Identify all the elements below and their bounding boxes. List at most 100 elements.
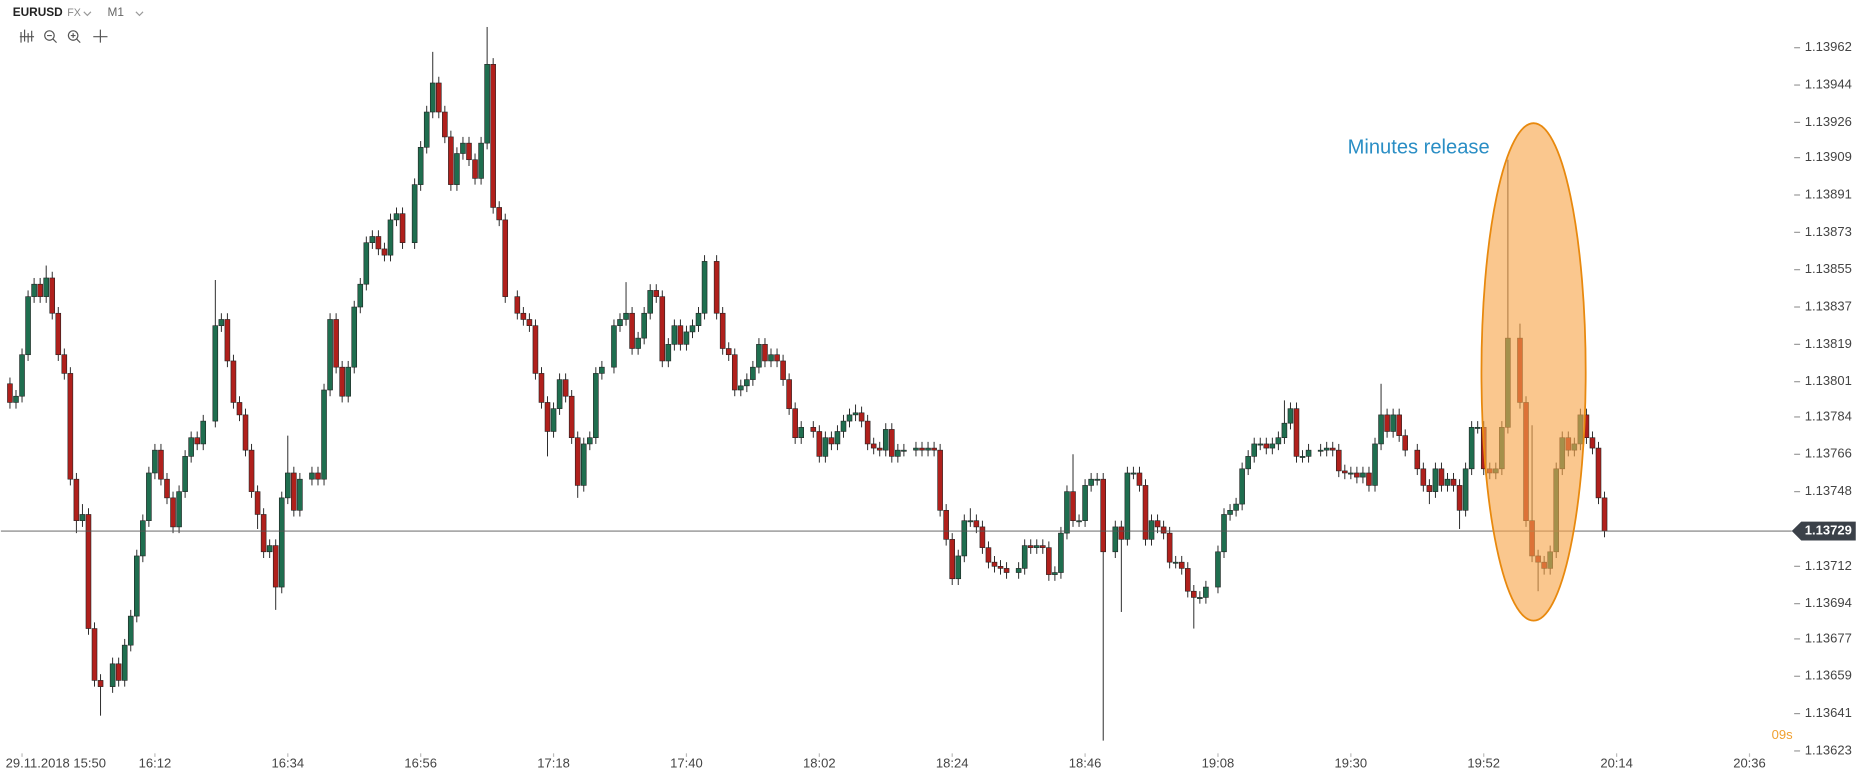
candle-body <box>852 412 859 416</box>
toolbar <box>19 29 108 44</box>
candle-body <box>248 449 255 492</box>
candle-body <box>870 443 877 449</box>
candle-body <box>272 545 279 588</box>
zoom-in-icon[interactable] <box>67 30 79 41</box>
market-caret[interactable] <box>83 11 92 17</box>
candle-body <box>1197 597 1203 599</box>
candle-body <box>1130 472 1137 475</box>
candle-body <box>43 277 49 297</box>
zoom-out-icon[interactable] <box>44 30 55 41</box>
candle-body <box>448 136 454 185</box>
candle-body <box>931 447 937 451</box>
candle-body <box>1076 520 1082 523</box>
indicators-icon[interactable] <box>19 29 35 43</box>
candle-body <box>514 296 521 314</box>
candle-body <box>901 449 907 452</box>
candle-body <box>97 680 104 687</box>
crosshair-icon[interactable] <box>93 29 108 43</box>
candle-body <box>822 437 829 457</box>
candle-body <box>1275 437 1282 445</box>
candle-body <box>1191 590 1197 598</box>
candle-body <box>67 373 74 480</box>
symbol[interactable]: EURUSD <box>13 5 63 19</box>
candle-body <box>1215 551 1221 588</box>
candle-body <box>454 153 460 185</box>
candle-body <box>85 514 92 629</box>
candle-body <box>1040 545 1046 548</box>
y-tick-label: 1.13891 <box>1805 186 1852 201</box>
candle-body <box>653 290 660 297</box>
candle-body <box>291 472 297 511</box>
candle-body <box>858 412 865 422</box>
timeframe[interactable]: M1 <box>107 5 123 19</box>
candle-body <box>442 111 448 138</box>
candle-body <box>1456 485 1463 511</box>
candle-body <box>73 478 80 521</box>
candle-body <box>496 207 502 221</box>
candle-body <box>37 283 43 297</box>
candle-body <box>665 344 672 362</box>
candle-body <box>792 408 798 438</box>
candle-body <box>635 337 641 349</box>
last-price-label: 1.13729 <box>1805 522 1852 537</box>
candle-body <box>1335 449 1342 472</box>
x-tick-label: 20:14 <box>1600 755 1633 770</box>
candle-body <box>230 360 237 403</box>
candle-body <box>719 312 726 349</box>
candle-body <box>1402 435 1408 451</box>
candle-body <box>750 366 756 380</box>
candle-body <box>7 383 13 403</box>
candle-body <box>1372 443 1378 486</box>
candle-body <box>121 644 128 681</box>
candle-body <box>1064 491 1070 534</box>
y-tick-label: 1.13659 <box>1805 668 1852 683</box>
candle-body <box>236 402 243 416</box>
timeframe-caret[interactable] <box>135 11 144 17</box>
candle-body <box>798 427 804 438</box>
x-tick-label: 19:08 <box>1202 755 1235 770</box>
market[interactable]: FX <box>67 7 81 19</box>
candle-body <box>321 389 327 480</box>
candle-body <box>840 420 847 432</box>
candle-body <box>562 379 569 397</box>
candle-body <box>1287 408 1294 424</box>
candle-body <box>568 395 575 438</box>
candle-body <box>194 437 200 445</box>
candle-body <box>309 472 315 480</box>
candle-body <box>1414 449 1421 470</box>
candle-body <box>1317 449 1324 452</box>
candle-body <box>756 344 762 368</box>
candle-body <box>140 520 146 557</box>
candle-body <box>19 354 25 397</box>
candle-body <box>423 111 430 148</box>
candle-body <box>780 360 786 380</box>
candle-body <box>587 437 593 445</box>
candle-body <box>25 296 31 356</box>
candle-body <box>357 283 364 308</box>
candle-body <box>278 497 285 588</box>
candle-body <box>1058 532 1064 573</box>
candle-body <box>472 159 478 179</box>
candle-body <box>611 325 617 368</box>
y-tick-label: 1.13837 <box>1805 298 1852 313</box>
candle-body <box>417 146 424 185</box>
candle-body <box>146 472 152 521</box>
candle-body <box>1112 526 1119 553</box>
candle-body <box>13 395 19 403</box>
candle-body <box>1027 545 1034 548</box>
candle-body <box>864 420 871 445</box>
y-tick-label: 1.13712 <box>1805 558 1852 573</box>
candle-body <box>677 325 684 345</box>
y-tick-label: 1.13819 <box>1805 336 1852 351</box>
y-tick-label: 1.13766 <box>1805 446 1852 461</box>
candle-body <box>580 443 587 486</box>
candle-body <box>393 213 400 221</box>
candle-body <box>979 526 986 548</box>
candle-body <box>1245 456 1251 470</box>
candle-body <box>1154 520 1161 528</box>
candle-body <box>1136 472 1143 486</box>
candle-body <box>532 325 539 374</box>
y-tick-label: 1.13873 <box>1805 224 1852 239</box>
candle-body <box>943 510 949 540</box>
